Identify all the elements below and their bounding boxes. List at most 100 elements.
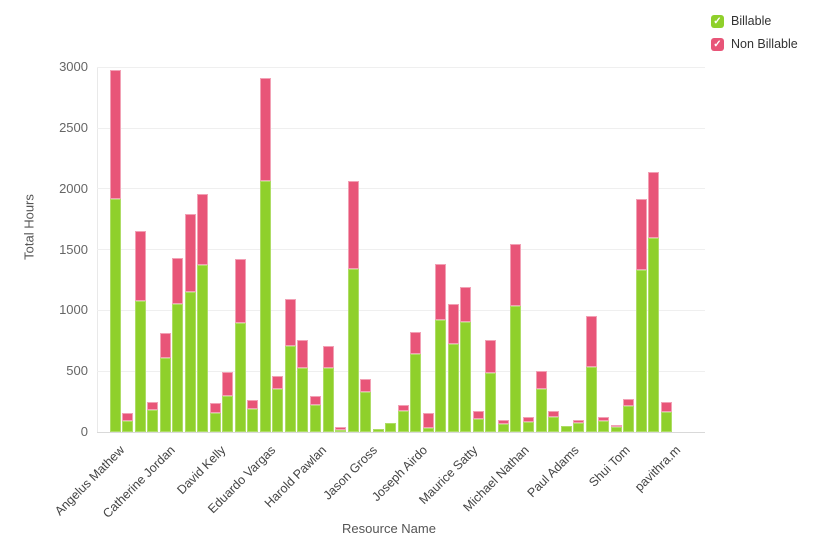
bar-segment-non-billable[interactable] (109, 70, 121, 199)
bar-segment-billable[interactable] (159, 357, 171, 432)
bar-segment-billable[interactable] (147, 410, 159, 432)
bar-segment-billable[interactable] (573, 423, 585, 432)
bar-segment-non-billable[interactable] (147, 402, 159, 411)
y-tick-label: 500 (66, 363, 88, 379)
bar-segment-billable[interactable] (472, 419, 484, 432)
bar-segment-billable[interactable] (360, 391, 372, 432)
bar-segment-billable[interactable] (535, 389, 547, 432)
bar-segment-billable[interactable] (322, 368, 334, 432)
bar-segment-billable[interactable] (272, 388, 284, 432)
bar-segment-billable[interactable] (347, 269, 359, 432)
bar-segment-non-billable[interactable] (360, 378, 372, 392)
bar-segment-billable[interactable] (497, 424, 509, 432)
bar-segment-billable[interactable] (209, 412, 221, 432)
bar-segment-non-billable[interactable] (222, 372, 234, 397)
bar-segment-non-billable[interactable] (209, 403, 221, 413)
bar-segment-billable[interactable] (385, 422, 397, 432)
bar-segment-non-billable[interactable] (535, 371, 547, 390)
bar-segment-billable[interactable] (397, 410, 409, 432)
bar-segment-non-billable[interactable] (472, 410, 484, 420)
legend: ✓ Billable ✓ Non Billable (711, 15, 798, 61)
bar-segment-non-billable[interactable] (197, 193, 209, 266)
bar-segment-billable[interactable] (247, 408, 259, 432)
bar-segment-non-billable[interactable] (447, 303, 459, 345)
bar-segment-billable[interactable] (485, 373, 497, 432)
bar-segment-non-billable[interactable] (272, 376, 284, 389)
bar-segment-billable[interactable] (623, 405, 635, 432)
bar-segment-billable[interactable] (660, 411, 672, 432)
bar-segment-non-billable[interactable] (184, 214, 196, 293)
bar-segment-billable[interactable] (460, 321, 472, 432)
bar-segment-non-billable[interactable] (610, 425, 622, 428)
bar-segment-billable[interactable] (435, 320, 447, 432)
bar-segment-billable[interactable] (222, 396, 234, 432)
bar-segment-non-billable[interactable] (623, 399, 635, 406)
bar-segment-billable[interactable] (109, 198, 121, 432)
non-billable-checkbox-icon[interactable]: ✓ (711, 38, 724, 51)
bar-segment-billable[interactable] (548, 416, 560, 432)
bar-segment-non-billable[interactable] (159, 332, 171, 358)
bar-segment-billable[interactable] (284, 345, 296, 432)
bar-segment-billable[interactable] (510, 306, 522, 432)
bar-segment-non-billable[interactable] (598, 417, 610, 422)
x-category-label: Paul Adams (524, 443, 582, 501)
bar-segment-billable[interactable] (259, 180, 271, 432)
bar-segment-billable[interactable] (134, 301, 146, 432)
bar-segment-non-billable[interactable] (322, 346, 334, 369)
bar-segment-non-billable[interactable] (573, 419, 585, 424)
bar-segment-non-billable[interactable] (122, 413, 134, 422)
bar-segment-billable[interactable] (648, 238, 660, 432)
gridline (97, 188, 705, 190)
bar-segment-billable[interactable] (610, 427, 622, 432)
bar-segment-billable[interactable] (297, 367, 309, 432)
bar-segment-non-billable[interactable] (284, 298, 296, 346)
bar-segment-non-billable[interactable] (548, 411, 560, 417)
bar-segment-non-billable[interactable] (234, 259, 246, 323)
bar-segment-billable[interactable] (309, 405, 321, 432)
bar-segment-non-billable[interactable] (435, 263, 447, 321)
legend-item-non-billable[interactable]: ✓ Non Billable (711, 38, 798, 51)
bar-segment-non-billable[interactable] (347, 180, 359, 270)
billable-checkbox-icon[interactable]: ✓ (711, 15, 724, 28)
legend-label-billable: Billable (731, 14, 772, 28)
gridline (97, 66, 705, 68)
bar-segment-billable[interactable] (197, 265, 209, 432)
bar-segment-billable[interactable] (522, 422, 534, 432)
bar-segment-billable[interactable] (372, 429, 384, 432)
bar-segment-non-billable[interactable] (397, 404, 409, 411)
bar-segment-non-billable[interactable] (134, 231, 146, 302)
bar-segment-non-billable[interactable] (497, 419, 509, 425)
bar-segment-non-billable[interactable] (648, 171, 660, 239)
bar-segment-billable[interactable] (335, 430, 347, 432)
legend-item-billable[interactable]: ✓ Billable (711, 15, 798, 28)
gridline (97, 370, 705, 372)
bar-segment-billable[interactable] (635, 270, 647, 432)
bar-segment-billable[interactable] (598, 421, 610, 432)
bar-segment-billable[interactable] (422, 428, 434, 432)
bar-segment-non-billable[interactable] (522, 417, 534, 423)
bar-segment-billable[interactable] (234, 322, 246, 432)
bar-segment-non-billable[interactable] (335, 427, 347, 431)
bar-segment-non-billable[interactable] (172, 257, 184, 305)
bar-segment-non-billable[interactable] (410, 332, 422, 355)
bar-segment-billable[interactable] (122, 421, 134, 432)
bar-segment-non-billable[interactable] (660, 401, 672, 412)
bar-segment-billable[interactable] (184, 292, 196, 432)
bar-segment-non-billable[interactable] (635, 198, 647, 271)
bar-segment-non-billable[interactable] (422, 413, 434, 429)
y-tick-label: 0 (80, 424, 88, 439)
bar-segment-non-billable[interactable] (585, 315, 597, 367)
bar-segment-non-billable[interactable] (510, 243, 522, 307)
bar-segment-non-billable[interactable] (297, 339, 309, 368)
x-category-label: Shui Tom (585, 443, 633, 490)
bar-segment-non-billable[interactable] (247, 400, 259, 409)
bar-segment-non-billable[interactable] (309, 395, 321, 406)
bar-segment-non-billable[interactable] (460, 286, 472, 322)
bar-segment-billable[interactable] (410, 354, 422, 432)
bar-segment-non-billable[interactable] (485, 340, 497, 374)
bar-segment-billable[interactable] (172, 304, 184, 432)
bar-segment-billable[interactable] (560, 425, 572, 432)
bar-segment-non-billable[interactable] (259, 78, 271, 181)
bar-segment-billable[interactable] (585, 366, 597, 432)
bar-segment-billable[interactable] (447, 344, 459, 432)
